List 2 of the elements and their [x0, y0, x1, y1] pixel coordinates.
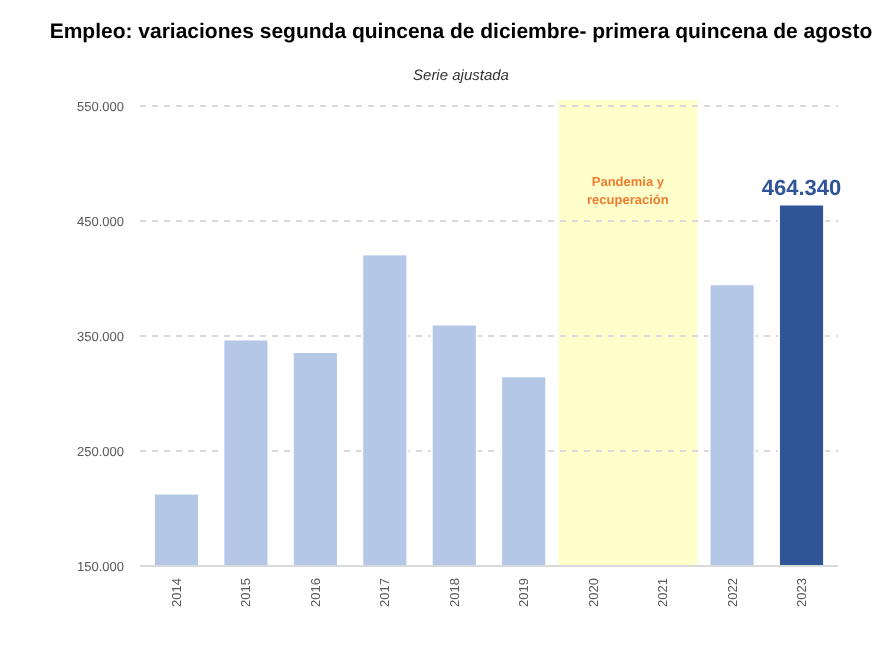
chart-title: Empleo: variaciones segunda quincena de diciembre- primera quincena de agosto — [49, 20, 873, 44]
data-label: 464.340 — [761, 176, 842, 201]
